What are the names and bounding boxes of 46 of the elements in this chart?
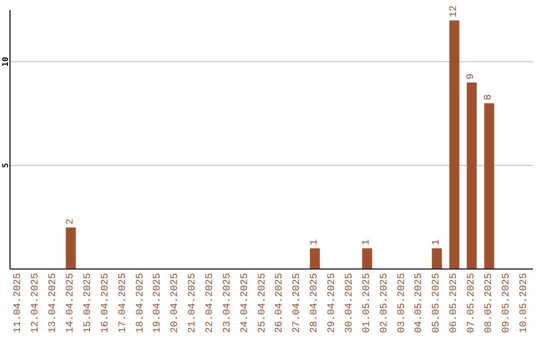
x-tick-label: 28.04.2025 [310, 273, 321, 334]
x-tick-label: 07.05.2025 [466, 273, 478, 334]
x-tick-label: 29.04.2025 [327, 273, 338, 334]
x-tick-label: 17.04.2025 [118, 273, 129, 334]
bar [466, 82, 477, 269]
data-label: 8 [484, 94, 495, 100]
data-label: 12 [448, 5, 460, 18]
x-tick-label: 22.04.2025 [204, 273, 216, 334]
y-tick-label: 5 [1, 162, 10, 168]
x-tick-label: 14.04.2025 [66, 273, 77, 334]
x-tick-label: 25.04.2025 [257, 273, 268, 334]
x-tick-label: 06.05.2025 [449, 273, 460, 334]
x-tick-label: 24.04.2025 [240, 273, 251, 334]
data-label: 1 [309, 239, 320, 246]
data-label: 2 [65, 218, 76, 225]
x-tick-label: 15.04.2025 [82, 273, 94, 334]
data-label: 1 [362, 239, 373, 246]
x-tick-label: 30.04.2025 [344, 273, 356, 334]
x-tick-label: 20.04.2025 [170, 273, 182, 334]
x-tick-label: 18.04.2025 [135, 273, 146, 334]
x-tick-label: 27.04.2025 [292, 273, 304, 334]
bar [449, 20, 460, 269]
x-tick-label: 09.05.2025 [501, 273, 512, 334]
x-tick-label: 19.04.2025 [152, 273, 164, 334]
data-label: 1 [431, 239, 442, 246]
x-tick-label: 02.05.2025 [379, 273, 390, 334]
x-tick-label: 16.04.2025 [100, 273, 112, 334]
x-tick-label: 01.05.2025 [362, 273, 373, 334]
x-tick-label: 08.05.2025 [484, 273, 495, 334]
x-tick-label: 05.05.2025 [432, 273, 443, 334]
bar [310, 248, 320, 269]
x-tick-label: 04.05.2025 [414, 273, 426, 334]
x-tick-label: 21.04.2025 [188, 273, 199, 334]
x-tick-label: 12.04.2025 [30, 273, 42, 334]
bar [66, 228, 76, 269]
bar [484, 103, 494, 269]
data-label: 9 [466, 74, 478, 80]
x-tick-label: 11.04.2025 [13, 273, 24, 334]
x-tick-label: 26.04.2025 [274, 273, 286, 334]
x-tick-label: 03.05.2025 [396, 273, 408, 334]
bar [362, 248, 372, 269]
x-tick-label: 23.04.2025 [222, 273, 234, 334]
bar [432, 248, 442, 269]
x-tick-label: 10.05.2025 [518, 273, 530, 334]
x-tick-label: 13.04.2025 [48, 273, 60, 334]
y-tick-label: 10 [1, 56, 10, 67]
